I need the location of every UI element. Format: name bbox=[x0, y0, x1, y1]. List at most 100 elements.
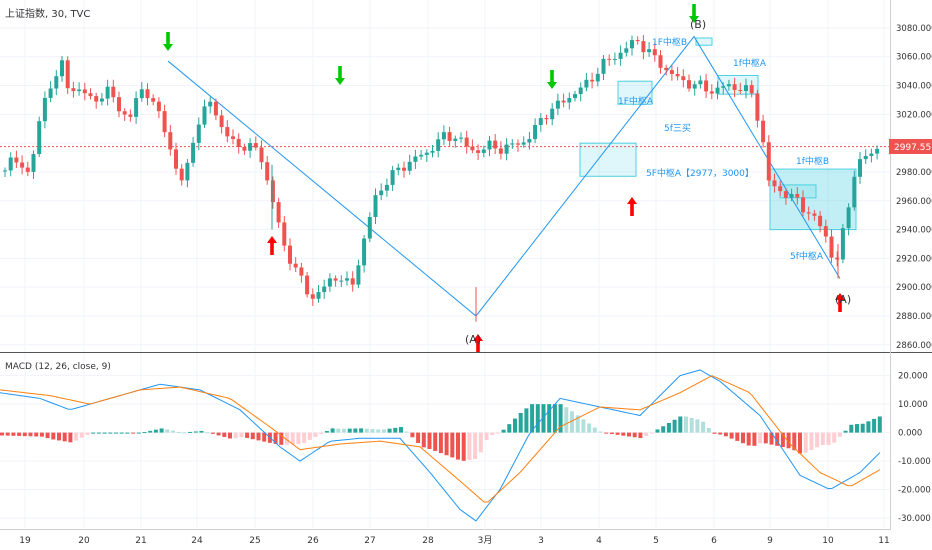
candle-body bbox=[242, 146, 247, 151]
macd-bar bbox=[535, 404, 540, 433]
candle-body bbox=[744, 85, 748, 92]
candle-body bbox=[766, 142, 771, 181]
candle-body bbox=[561, 100, 566, 103]
time-tick-label: 28 bbox=[422, 536, 434, 546]
candle-body bbox=[635, 40, 640, 42]
macd-bar bbox=[604, 432, 609, 434]
candle-body bbox=[77, 89, 82, 92]
price-tick-label: 3060.000 bbox=[896, 53, 932, 63]
macd-bar bbox=[530, 404, 535, 433]
candle-body bbox=[88, 93, 93, 97]
macd-bar bbox=[558, 404, 563, 433]
candle-body bbox=[498, 148, 503, 154]
macd-bar bbox=[239, 432, 244, 438]
candle-body bbox=[31, 154, 36, 172]
candle-body bbox=[3, 170, 7, 172]
candle-body bbox=[641, 41, 646, 53]
pivot-zones bbox=[579, 37, 857, 231]
macd-bar bbox=[0, 432, 4, 436]
candle-body bbox=[783, 191, 788, 198]
time-tick-label: 6 bbox=[711, 536, 717, 546]
candle-body bbox=[424, 152, 429, 155]
macd-bar bbox=[22, 432, 27, 437]
candle-body bbox=[305, 275, 310, 295]
candle-body bbox=[487, 140, 492, 150]
chart-annotation: (A) bbox=[465, 333, 481, 346]
macd-bar bbox=[319, 432, 324, 434]
macd-bar bbox=[222, 432, 227, 437]
macd-bar bbox=[729, 432, 734, 439]
macd-bar bbox=[598, 431, 603, 433]
candle-body bbox=[818, 215, 823, 227]
price-tick-label: 2920.000 bbox=[896, 254, 932, 264]
macd-bar bbox=[108, 432, 113, 434]
candle-body bbox=[231, 136, 235, 139]
candle-body bbox=[555, 100, 560, 109]
candle-body bbox=[94, 96, 99, 102]
macd-bar bbox=[125, 432, 130, 434]
time-tick-label: 11 bbox=[878, 536, 889, 546]
macd-bar bbox=[872, 418, 877, 433]
macd-bar bbox=[798, 432, 802, 454]
macd-bar bbox=[478, 432, 483, 453]
candle-body bbox=[316, 292, 321, 299]
candle-body bbox=[299, 267, 304, 276]
macd-bar bbox=[74, 432, 79, 441]
macd-bar bbox=[433, 432, 438, 451]
chart-annotation: 1F中枢A bbox=[618, 95, 654, 107]
macd-bar bbox=[336, 428, 341, 433]
macd-bar bbox=[837, 432, 842, 437]
candle-body bbox=[601, 58, 606, 74]
macd-bar bbox=[399, 427, 403, 433]
candle-body bbox=[333, 278, 338, 281]
macd-bar bbox=[541, 404, 546, 433]
candle-body bbox=[681, 76, 686, 81]
candle-body bbox=[196, 124, 201, 143]
candle-body bbox=[704, 80, 709, 92]
candle-body bbox=[755, 93, 760, 121]
candle-body bbox=[607, 58, 612, 60]
macd-bar bbox=[843, 430, 848, 433]
candle-body bbox=[145, 89, 150, 99]
candle-body bbox=[516, 143, 520, 145]
candle-body bbox=[310, 294, 315, 299]
candle-body bbox=[174, 149, 178, 169]
pivot-zone bbox=[579, 142, 637, 177]
candle-body bbox=[168, 132, 173, 150]
candle-body bbox=[664, 67, 669, 71]
pivot-zone bbox=[769, 168, 857, 231]
annotations: (B)1F中枢B 1f中枢A 1F中枢A 5f三买 5F中枢A【2977，3000】 1f… bbox=[465, 18, 851, 346]
candle-body bbox=[806, 212, 811, 214]
macd-bar bbox=[495, 432, 500, 434]
macd-bar bbox=[860, 423, 865, 433]
macd-bar bbox=[609, 432, 614, 435]
price-tick-label: 2980.000 bbox=[896, 168, 932, 178]
candle-body bbox=[590, 79, 595, 82]
candle-body bbox=[42, 97, 47, 122]
candle-body bbox=[789, 194, 794, 198]
down-arrow-icon bbox=[163, 32, 173, 51]
down-arrow-icon bbox=[689, 4, 699, 23]
up-arrow-icon bbox=[473, 334, 483, 353]
price-tick-label: 2940.000 bbox=[896, 226, 932, 236]
candle-body bbox=[795, 194, 800, 198]
candle-body bbox=[447, 132, 452, 141]
macd-bar bbox=[490, 432, 495, 436]
candle-body bbox=[618, 52, 623, 59]
candle-body bbox=[687, 80, 691, 89]
candle-body bbox=[692, 84, 697, 89]
price-axis: 3080.0003060.0003040.0003020.0003000.000… bbox=[896, 24, 932, 351]
candle-body bbox=[379, 190, 384, 196]
macd-bar bbox=[302, 432, 307, 443]
candle-body bbox=[812, 213, 817, 216]
candle-body bbox=[265, 162, 270, 181]
macd-bar bbox=[421, 432, 426, 448]
candle-body bbox=[846, 207, 851, 229]
candle-body bbox=[293, 263, 298, 268]
macd-bar bbox=[786, 432, 791, 449]
macd-bar bbox=[815, 432, 820, 448]
time-axis: 19 20 21 24 25 26 27 28 3月 3 4 5 6 9 10 11 bbox=[19, 535, 889, 546]
macd-bar bbox=[416, 432, 421, 443]
macd-bar bbox=[575, 415, 580, 433]
